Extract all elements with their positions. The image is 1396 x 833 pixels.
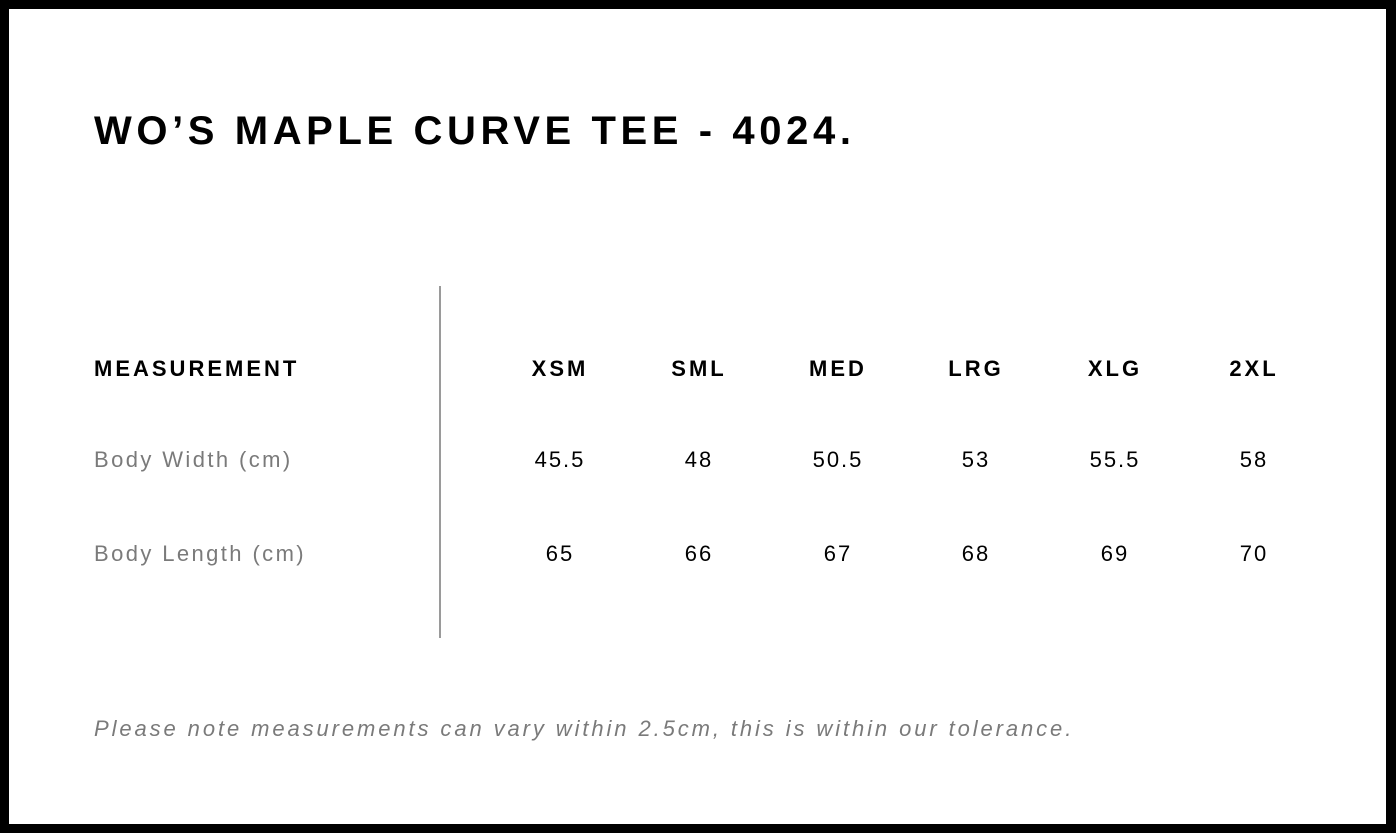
row-label: Body Length (cm): [94, 541, 307, 566]
table-cell: 69: [1100, 541, 1130, 566]
table-cell: 53: [961, 447, 991, 472]
size-chart-card: WO’S MAPLE CURVE TEE - 4024. MEASUREMENT…: [9, 9, 1386, 824]
size-header-xlg: XLG: [1087, 356, 1143, 381]
table-cell: 55.5: [1089, 447, 1141, 472]
table-cell: 66: [684, 541, 714, 566]
size-header-2xl: 2XL: [1229, 356, 1279, 381]
table-cell: 45.5: [534, 447, 586, 472]
table-cell: 70: [1239, 541, 1269, 566]
size-header-lrg: LRG: [948, 356, 1004, 381]
size-header-sml: SML: [671, 356, 727, 381]
table-cell: 68: [961, 541, 991, 566]
row-label: Body Width (cm): [94, 447, 293, 472]
column-divider: [439, 286, 441, 638]
table-cell: 48: [684, 447, 714, 472]
page-title: WO’S MAPLE CURVE TEE - 4024.: [94, 109, 856, 153]
table-cell: 67: [823, 541, 853, 566]
table-cell: 58: [1239, 447, 1269, 472]
table-cell: 50.5: [812, 447, 864, 472]
tolerance-note: Please note measurements can vary within…: [94, 716, 1075, 741]
size-header-xsm: XSM: [531, 356, 589, 381]
measurement-header: MEASUREMENT: [94, 356, 300, 381]
size-header-med: MED: [809, 356, 867, 381]
table-cell: 65: [545, 541, 575, 566]
